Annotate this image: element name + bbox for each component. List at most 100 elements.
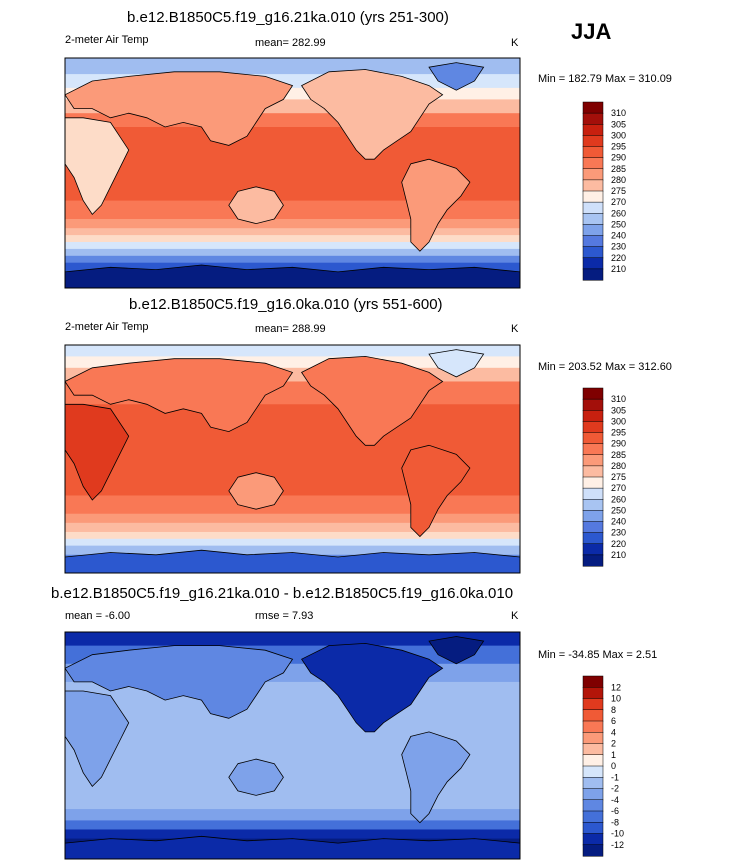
colorbar-segment (582, 157, 604, 170)
colorbar-tick-label: 275 (611, 186, 626, 196)
colorbar-tick-label: 290 (611, 439, 626, 449)
colorbar-segment (582, 754, 604, 767)
continent-namerica (301, 642, 444, 733)
panel-2-title: b.e12.B1850C5.f19_g16.0ka.010 (yrs 551-6… (129, 296, 443, 313)
continent-greenland (428, 636, 485, 665)
colorbar-segment (582, 387, 604, 400)
colorbar-segment (582, 112, 604, 125)
colorbar-tick-label: 295 (611, 142, 626, 152)
latitude-band (65, 531, 520, 540)
map-field-1 (65, 58, 520, 288)
continent-australia (228, 472, 284, 510)
map-field-2 (65, 345, 520, 573)
colorbar-tick-label: 305 (611, 119, 626, 129)
panel-1-variable-label: 2-meter Air Temp (65, 34, 149, 46)
continent-europeasia (65, 71, 294, 146)
colorbar-tick-label: -12 (611, 840, 624, 850)
colorbar-tick-label: 1 (611, 750, 616, 760)
panel-3-minmax: Min = -34.85 Max = 2.51 (538, 649, 658, 661)
colorbar-tick-label: -2 (611, 784, 619, 794)
colorbar-tick-label: 250 (611, 505, 626, 515)
continent-antarctica (65, 835, 520, 859)
latitude-band (65, 228, 520, 236)
map-panel-2 (64, 344, 521, 574)
panel-2-mean-label: mean= 288.99 (255, 323, 326, 335)
latitude-band (65, 795, 520, 810)
panel-1-minmax: Min = 182.79 Max = 310.09 (538, 73, 672, 85)
continent-africa (65, 690, 130, 788)
colorbar-segment (582, 788, 604, 801)
latitude-band (65, 809, 520, 821)
colorbar-segment (582, 146, 604, 159)
continent-europeasia (65, 358, 294, 433)
continent-namerica (301, 355, 444, 446)
latitude-band (65, 513, 520, 524)
colorbar-segment (582, 432, 604, 445)
colorbar-segment (582, 135, 604, 148)
colorbar-segment (582, 554, 604, 567)
panel-1-title: b.e12.B1850C5.f19_g16.21ka.010 (yrs 251-… (127, 9, 449, 26)
colorbar-tick-label: 6 (611, 716, 616, 726)
colorbar-tick-label: -6 (611, 806, 619, 816)
colorbar-segment (582, 454, 604, 467)
panel-3-units: K (511, 610, 519, 622)
map-field-3 (65, 632, 520, 859)
colorbar-tick-label: 280 (611, 461, 626, 471)
panel-2-variable-label: 2-meter Air Temp (65, 321, 149, 333)
colorbar-tick-label: 285 (611, 450, 626, 460)
colorbar-tick-label: 250 (611, 219, 626, 229)
colorbar-tick-label: 2 (611, 739, 616, 749)
continent-australia (228, 758, 284, 796)
colorbar-tick-label: 275 (611, 472, 626, 482)
colorbar-segment (582, 410, 604, 422)
season-label: JJA (571, 19, 612, 44)
continent-australia (228, 186, 284, 225)
colorbar-tick-label: 4 (611, 727, 616, 737)
colorbar-tick-label: 10 (611, 694, 621, 704)
colorbar-segment (582, 499, 604, 511)
colorbar-segment (582, 398, 604, 411)
colorbar-segment (582, 810, 604, 823)
colorbar-segment (582, 190, 604, 203)
latitude-band (65, 242, 520, 250)
colorbar-segment (582, 720, 604, 733)
colorbar-segment (582, 268, 604, 281)
colorbar-tick-label: 305 (611, 405, 626, 415)
continent-antarctica (65, 549, 520, 573)
continent-africa (65, 403, 130, 501)
latitude-band (65, 200, 520, 220)
colorbar-segment (582, 124, 604, 136)
colorbar-segment (582, 421, 604, 434)
colorbar-tick-label: 12 (611, 682, 621, 692)
latitude-band (65, 538, 520, 547)
continent-greenland (428, 62, 485, 91)
colorbar-tick-label: 230 (611, 528, 626, 538)
colorbar-segment (582, 201, 604, 214)
panel-3-title: b.e12.B1850C5.f19_g16.21ka.010 - b.e12.B… (51, 585, 514, 602)
colorbar-tick-label: 8 (611, 705, 616, 715)
colorbar-segment (582, 799, 604, 812)
panel-2-units: K (511, 323, 519, 335)
latitude-band (65, 235, 520, 243)
continent-namerica (301, 69, 444, 160)
map-frame-1 (64, 57, 521, 289)
colorbar-segment (582, 822, 604, 835)
panel-1-units: K (511, 37, 519, 49)
colorbar-segment (582, 101, 604, 114)
continent-greenland (428, 349, 485, 378)
colorbar-segment (582, 465, 604, 478)
colorbar-tick-label: 260 (611, 494, 626, 504)
colorbar-tick-label: -10 (611, 829, 624, 839)
colorbar-tick-label: 270 (611, 483, 626, 493)
colorbar-tick-label: -4 (611, 795, 619, 805)
colorbar-segment (582, 844, 604, 857)
colorbar-segment (582, 687, 604, 700)
colorbar-segment (582, 179, 604, 192)
colorbar-tick-label: 240 (611, 231, 626, 241)
continent-samerica (401, 731, 471, 824)
colorbar-segment (582, 510, 604, 523)
latitude-band (65, 820, 520, 830)
latitude-band (65, 545, 520, 556)
